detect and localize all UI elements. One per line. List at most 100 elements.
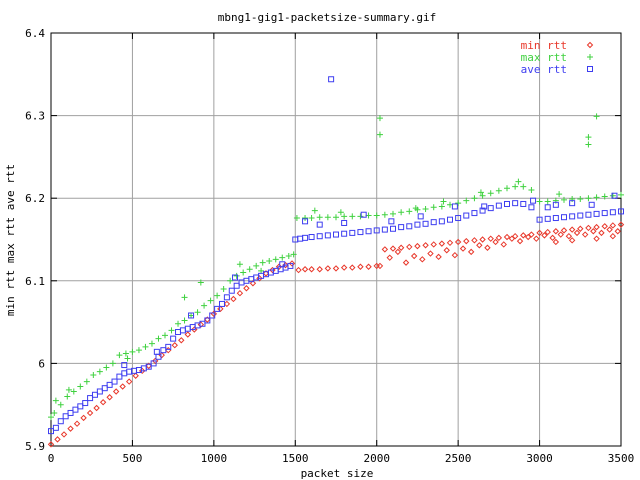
data-point (414, 242, 421, 250)
x-tick-label: 1000 (201, 452, 228, 465)
data-point (520, 232, 527, 239)
data-point (524, 233, 532, 241)
data-point (617, 221, 625, 228)
data-point (611, 192, 618, 199)
data-point (96, 368, 103, 375)
data-point (51, 409, 58, 416)
x-axis-label: packet size (301, 467, 374, 480)
data-point (82, 400, 89, 407)
data-point (530, 197, 537, 204)
data-point (129, 348, 136, 355)
data-point (73, 420, 81, 427)
data-point (116, 373, 123, 380)
grid (51, 33, 621, 446)
data-point (376, 115, 383, 122)
data-point (577, 225, 584, 232)
data-point (302, 215, 309, 222)
data-point (500, 241, 507, 248)
data-point (204, 316, 211, 323)
data-point (365, 263, 372, 270)
data-point (471, 195, 478, 202)
data-point (54, 436, 61, 443)
data-point (217, 305, 224, 313)
data-point (446, 239, 454, 247)
y-tick-label: 6.1 (25, 275, 45, 288)
data-point (520, 200, 527, 207)
data-point (568, 237, 576, 244)
data-point (381, 226, 388, 233)
data-point (479, 192, 486, 199)
x-tick-label: 2500 (445, 452, 472, 465)
data-point (282, 261, 289, 269)
data-point (536, 216, 543, 223)
data-point (581, 231, 589, 238)
data-point (479, 207, 486, 214)
data-point (568, 226, 576, 233)
data-point (455, 200, 462, 207)
data-point (201, 302, 208, 309)
data-point (430, 219, 437, 226)
data-point (302, 234, 309, 241)
data-point (279, 254, 286, 261)
data-point (552, 238, 560, 246)
data-point (52, 397, 59, 404)
data-point (199, 320, 206, 327)
data-point (70, 388, 77, 395)
data-point (544, 228, 551, 236)
data-point (72, 406, 79, 413)
data-point (67, 409, 74, 416)
data-point (451, 203, 458, 210)
data-point (223, 294, 230, 301)
data-point (219, 300, 225, 307)
data-point (451, 251, 459, 259)
data-point (585, 141, 592, 148)
legend-marker (586, 41, 594, 49)
data-point (62, 413, 69, 420)
data-point (402, 259, 410, 266)
data-point (116, 352, 123, 359)
data-point (153, 348, 160, 355)
data-point (279, 261, 286, 268)
data-point (142, 343, 149, 350)
data-point (528, 231, 535, 238)
data-point (77, 403, 84, 410)
legend-label: max rtt (521, 51, 567, 64)
data-point (357, 229, 364, 236)
data-layer (47, 76, 625, 448)
data-point (536, 198, 543, 205)
data-point (476, 242, 483, 249)
data-point (438, 218, 445, 225)
data-point (152, 357, 159, 365)
data-point (83, 378, 90, 385)
data-point (311, 207, 318, 214)
data-point (440, 198, 447, 205)
data-point (565, 232, 573, 240)
data-point (365, 228, 372, 235)
data-point (91, 391, 98, 398)
data-point (287, 262, 294, 269)
data-point (135, 347, 142, 354)
data-point (316, 266, 323, 273)
data-point (269, 266, 276, 274)
data-point (145, 362, 152, 370)
data-point (230, 295, 237, 303)
data-point (132, 372, 139, 379)
data-point (48, 428, 54, 435)
data-point (57, 401, 64, 408)
data-point (341, 230, 348, 237)
data-point (220, 286, 227, 293)
data-point (266, 257, 273, 264)
data-point (119, 383, 126, 390)
data-point (419, 256, 426, 263)
data-point (112, 388, 120, 395)
data-point (528, 186, 535, 193)
data-point (106, 394, 113, 401)
data-point (160, 347, 167, 354)
data-point (93, 404, 100, 412)
data-point (561, 196, 567, 203)
data-point (138, 367, 146, 375)
data-point (544, 204, 551, 211)
data-point (467, 248, 475, 256)
data-point (430, 241, 437, 248)
data-point (328, 76, 335, 83)
